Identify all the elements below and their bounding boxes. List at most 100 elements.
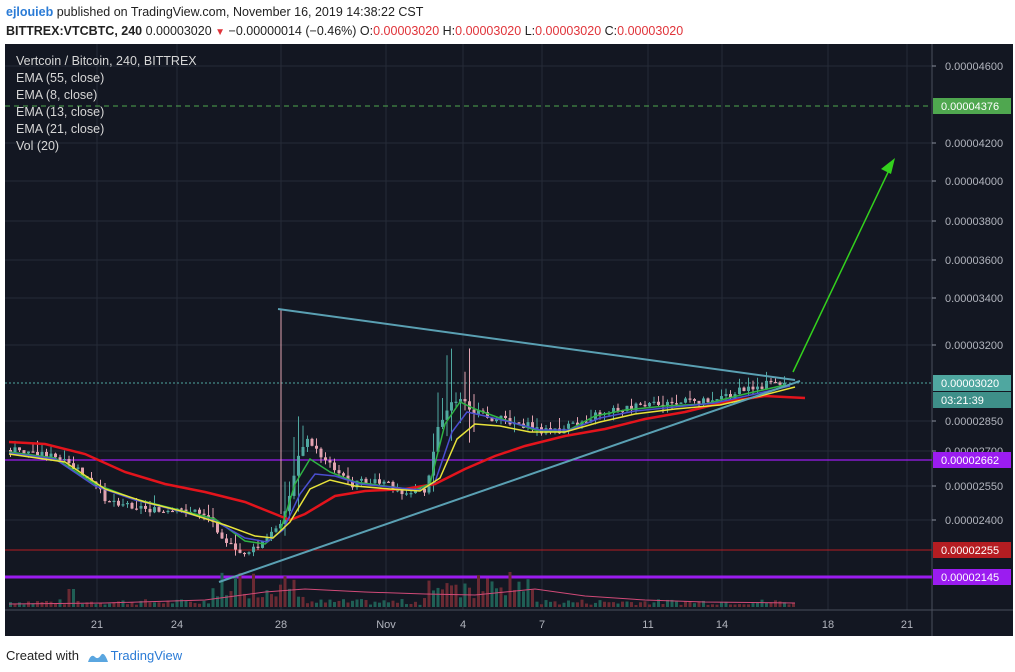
volume-bar (319, 599, 323, 607)
candle-body (225, 538, 228, 543)
volume-bar (54, 603, 57, 607)
volume-bar (391, 600, 395, 607)
legend-ema13[interactable]: EMA (13, close) (16, 105, 105, 119)
volume-bar (135, 604, 138, 607)
volume-bar (792, 602, 795, 607)
candle-body (216, 521, 219, 533)
candle-body (229, 542, 233, 545)
candle-body (625, 405, 629, 412)
volume-bar (445, 583, 449, 607)
volume-bar (207, 603, 210, 607)
candle-body (247, 552, 251, 554)
chart-legend: Vertcoin / Bitcoin, 240, BITTREX EMA (55… (16, 53, 197, 155)
candle-body (688, 398, 692, 400)
triangle-lower-trendline (218, 380, 801, 583)
publish-line: ejlouieb published on TradingView.com, N… (6, 5, 423, 19)
candle-body (162, 511, 165, 513)
volume-bar (630, 602, 633, 607)
last-price: 0.00003020 (145, 24, 212, 38)
candle-body (526, 422, 530, 428)
candle-body (598, 412, 602, 415)
volume-bar (787, 604, 791, 607)
candle-body (634, 403, 638, 411)
volume-bar (283, 576, 287, 607)
volume-bar (450, 585, 453, 607)
candle-body (702, 398, 705, 404)
volume-bar (337, 600, 341, 607)
price-label-tag (933, 542, 1011, 558)
candle-body (193, 509, 197, 512)
volume-bar (162, 603, 165, 607)
candle-body (297, 455, 300, 476)
candle-body (432, 451, 435, 476)
volume-bar (544, 600, 548, 607)
volume-bar (180, 599, 183, 607)
volume-bar (756, 602, 759, 607)
candle-body (616, 407, 620, 411)
volume-bar (522, 591, 525, 607)
candle-body (265, 537, 269, 542)
volume-bar (351, 600, 354, 607)
volume-bar (504, 595, 507, 607)
y-tick-label: 0.00003600 (945, 255, 1003, 267)
tradingview-logo-icon (87, 653, 108, 662)
volume-bar (400, 599, 404, 607)
volume-bar (729, 604, 732, 607)
volume-bar (666, 599, 669, 607)
volume-bar (639, 602, 642, 607)
legend-volume[interactable]: Vol (20) (16, 139, 60, 153)
volume-bar (157, 602, 161, 607)
y-tick-label: 0.00003400 (945, 293, 1003, 305)
close-label: C: (604, 24, 618, 38)
candle-body (198, 509, 201, 514)
volume-bar (765, 602, 768, 607)
volume-bar (733, 604, 737, 607)
volume-bar (481, 591, 485, 607)
volume-bar (684, 601, 687, 607)
volume-bar (657, 599, 660, 607)
symbol-label: BITTREX:VTCBTC, 240 (6, 24, 143, 38)
volume-bar (76, 600, 80, 607)
footer: Created with TradingView (0, 640, 1015, 672)
candle-body (274, 528, 278, 532)
candle-body (657, 401, 660, 405)
candle-body (477, 410, 480, 414)
candle-body (261, 541, 264, 548)
volume-bar (747, 604, 750, 607)
candle-body (301, 446, 305, 456)
candle-body (684, 398, 687, 403)
price-label-text: 0.00004376 (941, 101, 999, 113)
price-label-text: 03:21:39 (941, 395, 984, 407)
volume-bar (607, 602, 611, 607)
candle-body (40, 451, 44, 457)
candle-body (756, 386, 759, 390)
volume-bar (333, 602, 336, 607)
legend-ema55[interactable]: EMA (55, close) (16, 71, 105, 85)
candle-body (351, 480, 354, 488)
volume-bar (112, 602, 116, 607)
price-label-text: 0.00003020 (941, 378, 999, 390)
author-link[interactable]: ejlouieb (6, 5, 54, 19)
tradingview-brand[interactable]: TradingView (110, 648, 183, 663)
volume-bar (423, 598, 426, 607)
volume-bar (22, 604, 26, 607)
volume-bar (40, 602, 44, 607)
low-label: L: (524, 24, 536, 38)
volume-bar (454, 584, 458, 607)
volume-bar (477, 575, 480, 607)
candle-body (576, 422, 579, 425)
candle-body (130, 503, 134, 509)
candle-body (486, 412, 489, 418)
legend-ema8[interactable]: EMA (8, close) (16, 88, 98, 102)
close-value: 0.00003020 (617, 24, 684, 38)
legend-ema21[interactable]: EMA (21, close) (16, 122, 105, 136)
created-with: Created with TradingView (6, 648, 182, 663)
candle-body (468, 401, 471, 410)
legend-title: Vertcoin / Bitcoin, 240, BITTREX (16, 54, 197, 68)
price-label-tag (933, 392, 1011, 408)
price-chart[interactable]: 0.00004600 0.00004200 0.00004000 0.00003800… (5, 44, 1013, 636)
volume-bar (418, 604, 422, 607)
volume-bar (535, 601, 539, 607)
chart-area[interactable]: 0.00004600 0.00004200 0.00004000 0.00003800… (5, 44, 1013, 636)
volume-bar (693, 603, 696, 607)
